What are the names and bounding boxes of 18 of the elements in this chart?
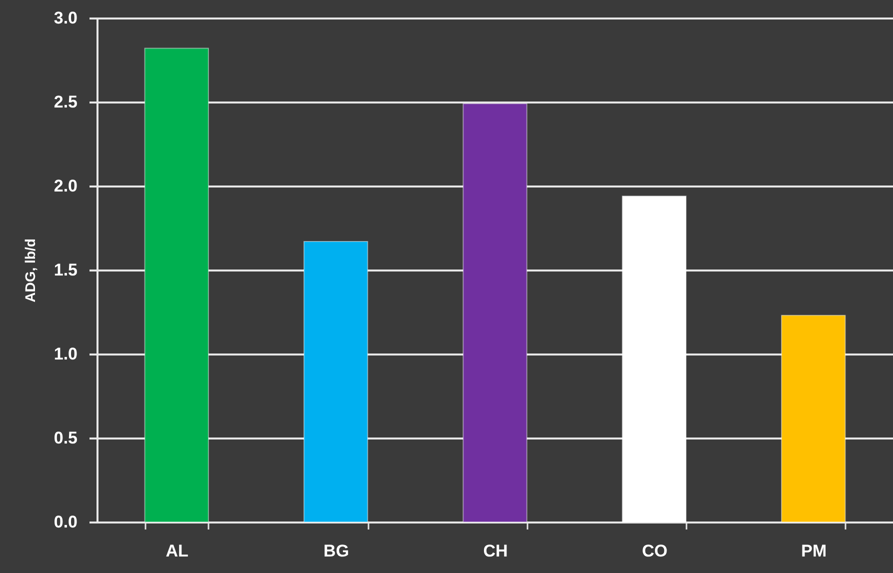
y-tick-label: 0.0 <box>54 512 78 532</box>
bar <box>781 314 846 522</box>
x-tick-label: CO <box>642 542 668 560</box>
y-tick-label: 0.5 <box>54 428 78 448</box>
bar <box>622 196 687 522</box>
bar <box>462 103 528 522</box>
x-tick-label: CH <box>483 542 508 560</box>
y-tick-label: 1.0 <box>54 344 78 364</box>
bar <box>144 48 209 522</box>
bar <box>303 240 368 522</box>
x-tick-label: AL <box>166 542 188 560</box>
y-tick-label: 1.5 <box>54 260 78 280</box>
y-tick-label: 2.5 <box>54 92 78 112</box>
y-tick-label: 2.0 <box>54 176 78 196</box>
y-axis-title: ADG, lb/d <box>22 238 38 302</box>
x-tick-label: PM <box>801 542 827 560</box>
y-tick-label: 3.0 <box>54 8 78 28</box>
x-tick-label: BG <box>324 542 350 560</box>
